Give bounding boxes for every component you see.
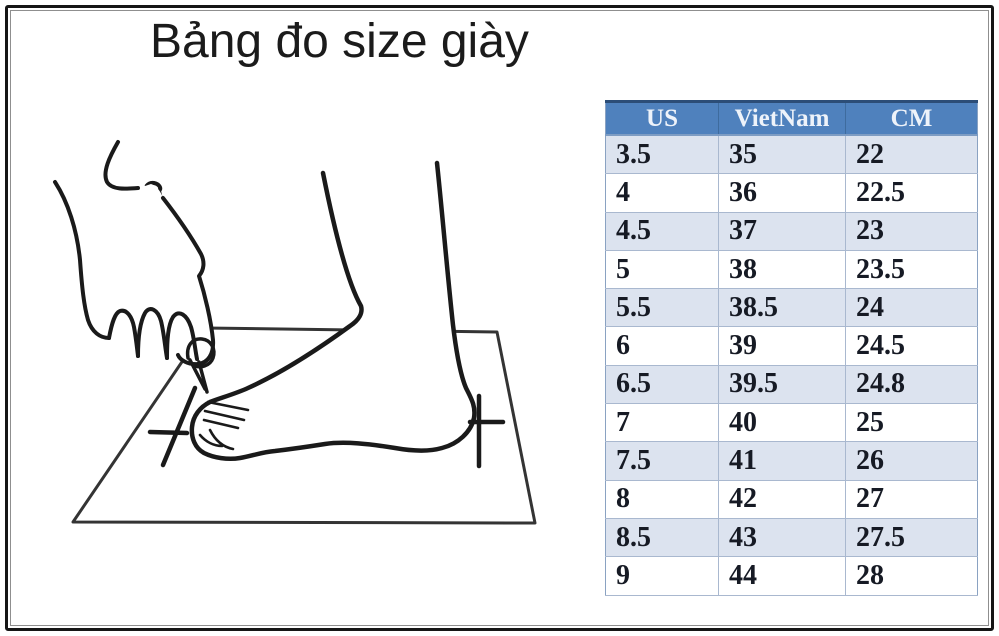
size-cell: 39.5: [718, 365, 846, 405]
size-cell: 28: [845, 556, 978, 596]
size-cell: 41: [718, 441, 846, 481]
size-cell: 6: [605, 326, 719, 366]
size-cell: 35: [718, 135, 846, 175]
table-row: 7 40 25: [605, 403, 978, 443]
size-cell: 24: [845, 288, 978, 328]
size-cell: 42: [718, 480, 846, 519]
size-cell: 3.5: [605, 135, 719, 175]
table-row: 6 39 24.5: [605, 326, 978, 366]
table-row: 3.5 35 22: [605, 135, 978, 175]
size-cell: 27.5: [845, 518, 978, 558]
size-cell: 22.5: [845, 173, 978, 213]
pen-tip: [188, 358, 209, 394]
table-row: 6.5 39.5 24.8: [605, 365, 978, 405]
heel-cross-mark: [467, 393, 506, 469]
size-cell: 25: [845, 403, 978, 443]
size-cell: 44: [718, 556, 846, 596]
size-cell: 23.5: [845, 250, 978, 290]
size-cell: 39: [718, 326, 846, 366]
size-cell: 24.8: [845, 365, 978, 405]
size-cell: 36: [718, 173, 846, 213]
table-row: 4.5 37 23: [605, 212, 978, 251]
size-cell: 23: [845, 212, 978, 251]
size-cell: 4: [605, 173, 719, 213]
size-cell: 7: [605, 403, 719, 443]
table-row: 5.5 38.5 24: [605, 288, 978, 328]
table-row: 8 42 27: [605, 480, 978, 519]
size-cell: 8: [605, 480, 719, 519]
size-cell: 6.5: [605, 365, 719, 405]
foot-outline: [189, 160, 477, 462]
column-header-us: US: [605, 100, 719, 136]
hand-outline: [53, 140, 216, 369]
size-cell: 26: [845, 441, 978, 481]
size-cell: 37: [718, 212, 846, 251]
page-title: Bảng đo size giày: [150, 15, 529, 68]
size-cell: 38.5: [718, 288, 846, 328]
table-header-row: US VietNam CM: [605, 100, 978, 136]
table-row: 7.5 41 26: [605, 441, 978, 481]
size-cell: 4.5: [605, 212, 719, 251]
size-cell: 38: [718, 250, 846, 290]
size-cell: 5: [605, 250, 719, 290]
table-row: 9 44 28: [605, 556, 978, 596]
size-cell: 7.5: [605, 441, 719, 481]
size-cell: 9: [605, 556, 719, 596]
table-row: 4 36 22.5: [605, 173, 978, 213]
size-cell: 40: [718, 403, 846, 443]
size-cell: 43: [718, 518, 846, 558]
size-cell: 27: [845, 480, 978, 519]
foot-measuring-illustration: [53, 140, 537, 525]
toe-cross-mark: [147, 385, 198, 468]
size-cell: 8.5: [605, 518, 719, 558]
table-row: 8.5 43 27.5: [605, 518, 978, 558]
size-conversion-table: US VietNam CM 3.5 35 22 4 36 22.5 4.5 37 23 5 38 23…: [605, 100, 978, 596]
size-cell: 24.5: [845, 326, 978, 366]
size-cell: 5.5: [605, 288, 719, 328]
column-header-cm: CM: [845, 100, 978, 136]
size-cell: 22: [845, 135, 978, 175]
column-header-vietnam: VietNam: [718, 100, 846, 136]
foot-silhouette: [191, 163, 475, 459]
toe-detail-lines: [198, 400, 250, 451]
table-row: 5 38 23.5: [605, 250, 978, 290]
size-table-body: 3.5 35 22 4 36 22.5 4.5 37 23 5 38 23.5 5.5 38.5 24 6 39…: [605, 135, 978, 596]
hand-silhouette: [55, 142, 214, 362]
